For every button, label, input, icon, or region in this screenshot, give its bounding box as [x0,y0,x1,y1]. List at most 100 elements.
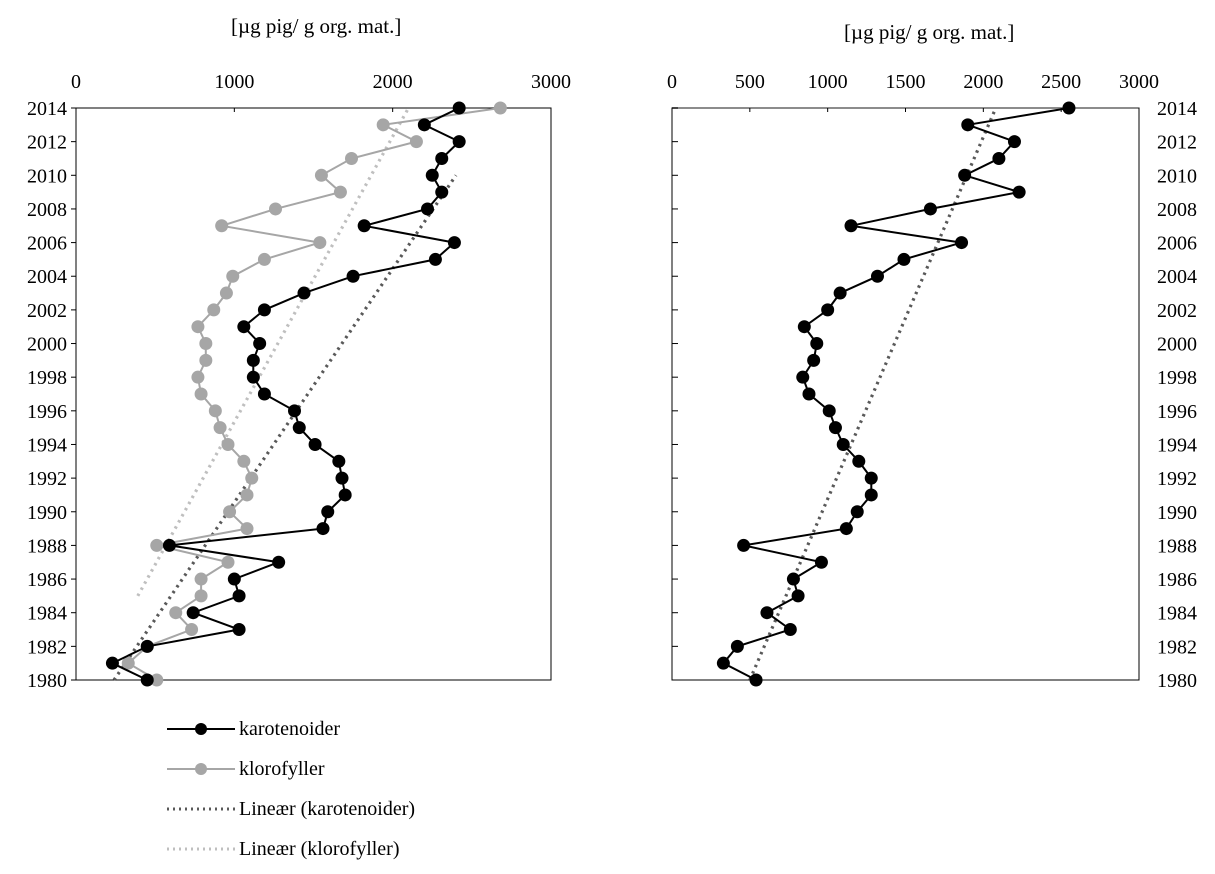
left-data-point-klorofyller [240,522,254,536]
right-y-tick-label: 1992 [1157,468,1197,490]
right-data-point-series-0 [791,589,805,603]
right-plot-frame [671,107,1140,681]
left-data-point-karotenoider [297,286,311,300]
left-data-point-karotenoider [105,656,119,670]
right-data-point-series-0 [814,555,828,569]
legend-item-linear-klorofyller: Lineær (klorofyller) [165,832,485,872]
right-data-point-series-0 [852,454,866,468]
left-y-tick-label: 1988 [27,535,67,557]
left-data-point-klorofyller [194,572,208,586]
left-data-point-karotenoider [237,320,251,334]
left-data-point-karotenoider [452,101,466,115]
right-data-point-series-0 [828,421,842,435]
right-data-point-series-0 [716,656,730,670]
right-data-point-series-0 [760,606,774,620]
left-data-point-klorofyller [237,454,251,468]
right-data-point-series-0 [797,320,811,334]
left-data-point-karotenoider [257,303,271,317]
left-data-point-karotenoider [428,252,442,266]
left-data-point-karotenoider [452,135,466,149]
left-data-point-klorofyller [207,303,221,317]
legend-swatch-linear-klorofyller [167,847,235,851]
right-data-point-series-0 [821,303,835,317]
right-trendline-series-1 [748,107,998,681]
right-y-tick-label: 2012 [1157,132,1197,154]
legend-label: Lineær (karotenoider) [239,798,416,820]
left-data-point-klorofyller [240,488,254,502]
right-data-point-series-0 [923,202,937,216]
right-data-point-series-0 [992,151,1006,165]
left-y-tick-label: 2008 [27,199,67,221]
right-y-tick-label: 2006 [1157,233,1197,255]
left-data-point-karotenoider [253,337,267,351]
right-data-point-series-0 [958,168,972,182]
left-y-tick-label: 2006 [27,233,67,255]
left-x-tick-label: 3000 [531,71,571,93]
left-data-point-karotenoider [435,185,449,199]
left-data-point-karotenoider [308,437,322,451]
left-y-tick-label: 2012 [27,132,67,154]
left-data-point-karotenoider [292,421,306,435]
right-y-tick-label: 1980 [1157,670,1197,692]
left-data-point-klorofyller [245,471,259,485]
right-y-tick-label: 1998 [1157,367,1197,389]
left-data-point-klorofyller [333,185,347,199]
left-data-point-karotenoider [257,387,271,401]
right-data-point-series-0 [786,572,800,586]
left-data-point-klorofyller [185,623,199,637]
left-data-point-karotenoider [140,639,154,653]
left-data-point-klorofyller [257,252,271,266]
right-x-tick-label: 1500 [886,71,926,93]
left-y-tick-label: 1990 [27,502,67,524]
left-data-point-klorofyller [208,404,222,418]
left-data-point-klorofyller [226,269,240,283]
left-trendline-lineaer-klorofyller [136,107,410,597]
left-data-point-karotenoider [357,219,371,233]
left-data-point-karotenoider [246,370,260,384]
right-y-tick-label: 2010 [1157,165,1197,187]
legend-swatch-klorofyller [167,763,235,775]
left-data-point-karotenoider [186,606,200,620]
right-data-point-series-0 [1012,185,1026,199]
left-y-tick-label: 1994 [27,434,67,456]
right-data-point-series-0 [810,337,824,351]
left-data-point-karotenoider [435,151,449,165]
left-data-point-klorofyller [493,101,507,115]
right-data-point-series-0 [749,673,763,687]
left-data-point-karotenoider [332,454,346,468]
right-data-point-series-0 [839,522,853,536]
left-y-tick-label: 2014 [27,98,67,120]
left-data-point-klorofyller [409,135,423,149]
left-data-point-karotenoider [162,538,176,552]
right-y-tick-label: 1990 [1157,502,1197,524]
left-data-point-karotenoider [232,623,246,637]
left-data-point-klorofyller [223,505,237,519]
left-data-point-karotenoider [346,269,360,283]
right-y-tick-label: 2008 [1157,199,1197,221]
legend-label: Lineær (klorofyller) [239,838,400,860]
left-trendline-lineaer-karotenoider [112,174,458,681]
right-data-point-series-0 [844,219,858,233]
right-x-tick-label: 2000 [963,71,1003,93]
left-data-point-karotenoider [447,236,461,250]
left-data-point-karotenoider [232,589,246,603]
left-data-point-klorofyller [169,606,183,620]
right-x-tick-label: 2500 [1041,71,1081,93]
left-y-tick-label: 1980 [27,670,67,692]
right-data-point-series-0 [802,387,816,401]
right-data-point-series-0 [836,437,850,451]
right-data-point-series-0 [897,252,911,266]
right-y-tick-label: 1982 [1157,636,1197,658]
left-x-tick-label: 1000 [214,71,254,93]
legend-swatch-karotenoider [167,723,235,735]
left-chart-title: [µg pig/ g org. mat.] [231,14,402,38]
left-data-point-klorofyller [199,337,213,351]
left-x-tick-label: 0 [71,71,81,93]
left-data-point-karotenoider [246,353,260,367]
right-data-point-series-0 [822,404,836,418]
left-y-tick-label: 2002 [27,300,67,322]
left-y-tick-label: 2000 [27,334,67,356]
legend-item-linear-karotenoider: Lineær (karotenoider) [165,792,485,832]
left-data-point-karotenoider [288,404,301,418]
right-x-tick-label: 500 [735,71,765,93]
